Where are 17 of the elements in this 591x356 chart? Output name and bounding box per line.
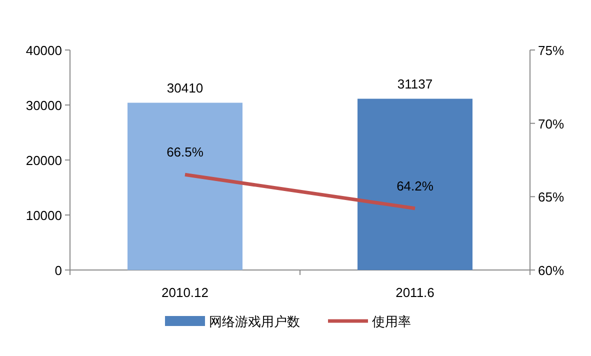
y2-tick-label: 65%: [538, 190, 564, 205]
y2-tick-label: 75%: [538, 43, 564, 58]
data-label: 66.5%: [166, 144, 204, 160]
y-tick-label: 30000: [26, 98, 62, 113]
legend-label: 使用率: [372, 314, 411, 329]
y-tick-label: 40000: [26, 43, 62, 58]
y2-tick-label: 60%: [538, 263, 564, 278]
y2-tick-label: 70%: [538, 116, 564, 132]
y-tick-label: 20000: [26, 153, 62, 168]
data-label: 30410: [166, 80, 204, 96]
x-tick-label: 2011.6: [396, 285, 434, 300]
y-tick-label: 10000: [26, 208, 62, 223]
y-tick-label: 0: [54, 263, 62, 278]
x-tick-label: 2010.12: [162, 285, 208, 300]
legend-label: 网络游戏用户数: [209, 314, 300, 329]
data-label: 31137: [397, 76, 433, 92]
data-label: 64.2%: [396, 178, 434, 194]
